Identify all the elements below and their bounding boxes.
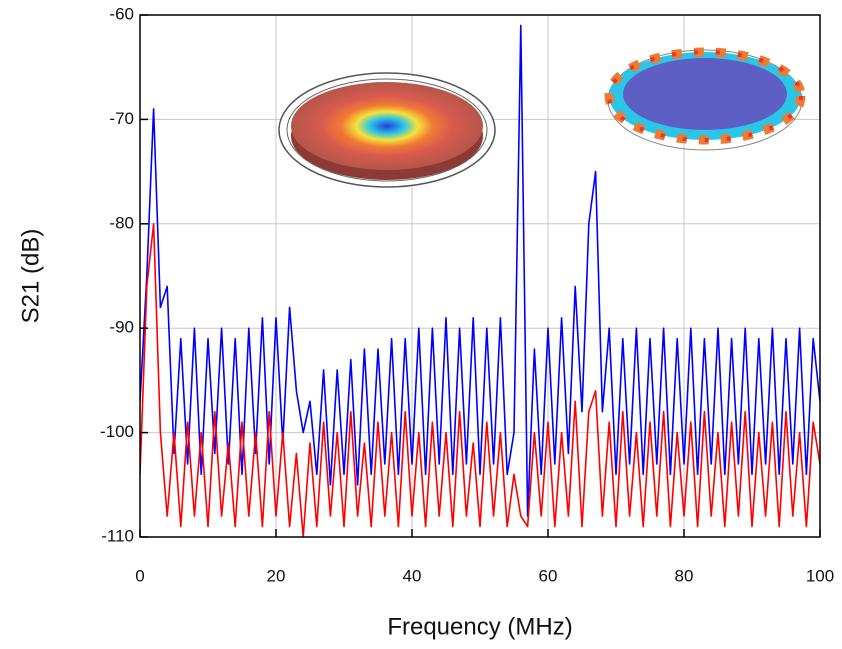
x-tick-label: 40	[403, 566, 422, 585]
y-tick-label: -80	[109, 213, 134, 232]
plot-frame	[139, 14, 821, 538]
inset-disc	[278, 72, 496, 188]
y-tick-label: -100	[100, 422, 134, 441]
x-tick-label: 100	[806, 566, 834, 585]
series-line	[140, 24, 820, 517]
inset-ring	[604, 47, 806, 151]
y-tick-label: -90	[109, 318, 134, 337]
x-tick-label: 60	[539, 566, 558, 585]
x-tick-label: 80	[675, 566, 694, 585]
x-tick-label: 20	[267, 566, 286, 585]
y-tick-label: -60	[109, 4, 134, 23]
x-axis-label: Frequency (MHz)	[387, 613, 572, 640]
y-axis-label: S21 (dB)	[17, 229, 44, 324]
y-tick-label: -110	[101, 526, 134, 545]
series-line	[140, 223, 820, 537]
x-tick-label: 0	[135, 566, 144, 585]
y-tick-label: -70	[109, 109, 134, 128]
